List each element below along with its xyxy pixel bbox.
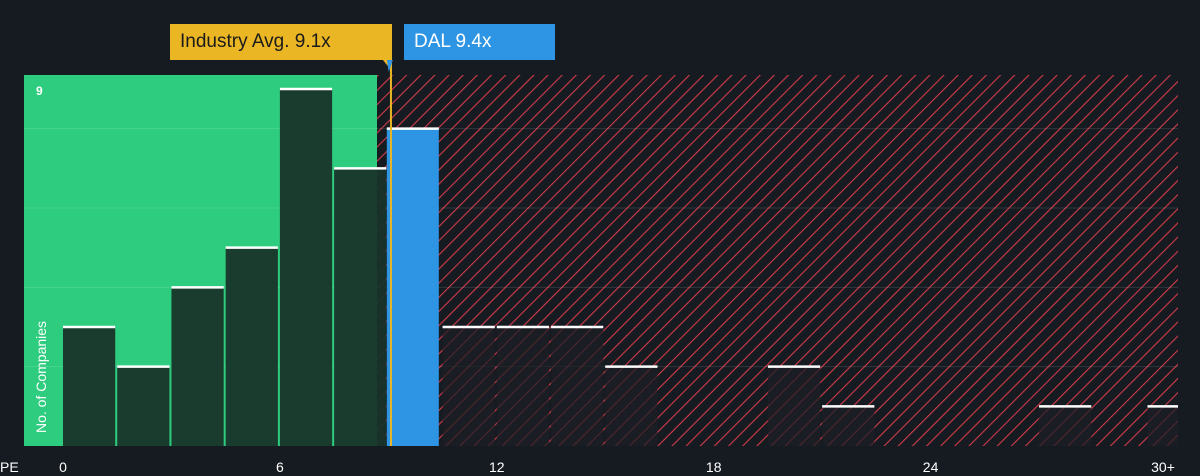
histogram-bar: [334, 168, 387, 447]
company-label-pointer: [386, 60, 393, 72]
histogram-bar: [63, 327, 116, 446]
x-axis-label: PE: [0, 459, 19, 475]
x-tick-label: 0: [59, 459, 67, 475]
x-tick-label: 24: [923, 459, 939, 475]
histogram-bar: [767, 366, 821, 446]
histogram-bar: [225, 247, 278, 446]
histogram-bar: [551, 327, 604, 446]
company-pe-label: DAL 9.4x: [404, 24, 555, 60]
x-tick-label: 6: [276, 459, 284, 475]
x-tick-label: 30+: [1151, 459, 1175, 475]
y-axis-label: No. of Companies: [33, 321, 49, 433]
histogram-bar: [117, 366, 170, 446]
histogram-bar: [171, 287, 224, 446]
y-tick-label: 9: [36, 84, 43, 98]
x-tick-label: 12: [489, 459, 505, 475]
histogram-bar: [442, 327, 495, 446]
histogram-bar: [605, 366, 658, 446]
x-tick-label: 18: [706, 459, 722, 475]
company-bar: [386, 128, 439, 446]
histogram-bar: [1147, 406, 1178, 446]
histogram-bar: [822, 406, 875, 446]
industry-average-label: Industry Avg. 9.1x: [170, 24, 392, 60]
histogram-bar: [279, 89, 333, 446]
histogram-bar: [1039, 406, 1092, 446]
histogram-bar: [496, 327, 550, 446]
